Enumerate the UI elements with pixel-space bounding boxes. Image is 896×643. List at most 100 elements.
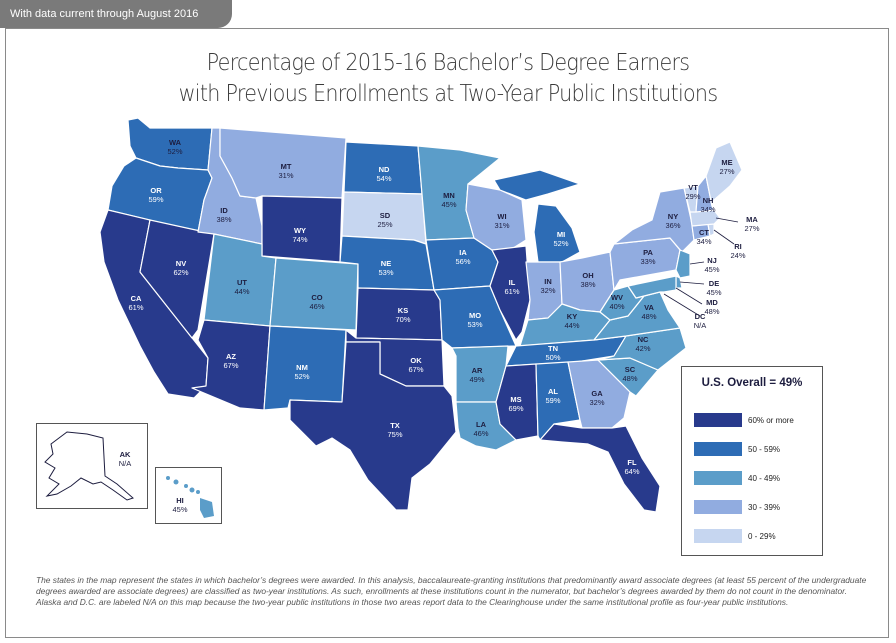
value-TN: 50% [545,353,560,362]
value-MT: 31% [278,171,293,180]
label-DC: DC [695,312,706,321]
hawaii-shape [166,476,214,518]
state-MT [219,127,347,199]
value-CT: 34% [696,237,711,246]
value-MD: 48% [704,307,719,316]
state-FL [539,423,661,513]
label-CT: CT [699,228,709,237]
label-NV: NV [176,259,186,268]
label-WV: WV [611,293,623,302]
value-MA: 27% [744,224,759,233]
label-PA: PA [643,248,653,257]
label-DE: DE [709,279,719,288]
label-ID: ID [220,206,228,215]
value-DC: N/A [694,321,707,330]
value-MI: 52% [553,239,568,248]
value-VA: 48% [641,312,656,321]
legend-item-30-39: 30 - 39% [694,500,780,514]
label-WI: WI [497,212,506,221]
label-SC: SC [625,365,636,374]
legend-label: 40 - 49% [748,473,781,483]
legend-label: 0 - 29% [748,531,776,541]
label-OH: OH [582,271,593,280]
state-MD [627,275,677,299]
label-ME: ME [721,158,732,167]
alaska-inset: AK N/A [36,423,148,509]
title-line-1: Percentage of 2015-16 Bachelor’s Degree … [206,50,690,76]
title-line-2: with Previous Enrollments at Two-Year Pu… [178,81,719,107]
value-WI: 31% [494,221,509,230]
legend-label: 50 - 59% [748,444,781,454]
label-MT: MT [281,162,292,171]
label-CA: CA [131,294,142,303]
value-IL: 61% [504,287,519,296]
value-NJ: 45% [704,265,719,274]
label-NJ: NJ [707,256,717,265]
label-MS: MS [510,395,521,404]
value-WA: 52% [167,147,182,156]
value-GA: 32% [589,398,604,407]
value-DE: 45% [706,288,721,297]
state-TX [289,341,457,511]
value-AR: 49% [469,375,484,384]
value-MO: 53% [467,320,482,329]
label-CO: CO [311,293,322,302]
value-WV: 40% [609,302,624,311]
label-MO: MO [469,311,481,320]
value-CO: 46% [309,302,324,311]
value-LA: 46% [473,429,488,438]
legend-swatch [694,529,742,543]
label-WA: WA [169,138,182,147]
legend-item-40-49: 40 - 49% [694,471,780,485]
value-HI: 45% [172,505,188,514]
value-CA: 61% [128,303,143,312]
legend-swatch [694,500,742,514]
legend-swatch [694,413,742,427]
label-IN: IN [544,277,552,286]
state-NJ [675,249,691,279]
value-AK: N/A [118,459,132,468]
legend-label: 60% or more [748,415,794,425]
label-MI: MI [557,230,565,239]
label-OR: OR [150,186,162,195]
value-AL: 59% [545,396,560,405]
label-MA: MA [746,215,758,224]
label-MN: MN [443,191,455,200]
value-OK: 67% [408,365,423,374]
value-ME: 27% [719,167,734,176]
label-KY: KY [567,312,577,321]
label-NM: NM [296,363,308,372]
value-PA: 33% [640,257,655,266]
state-MI-lower [533,203,581,263]
label-IA: IA [459,248,467,257]
value-NM: 52% [294,372,309,381]
value-NH: 34% [700,205,715,214]
state-MI [493,169,581,201]
value-KS: 70% [395,315,410,324]
label-OK: OK [410,356,422,365]
value-SC: 48% [622,374,637,383]
legend-item-50-59: 50 - 59% [694,442,780,456]
label-SD: SD [380,211,391,220]
map-title: Percentage of 2015-16 Bachelor’s Degree … [45,48,851,110]
label-AZ: AZ [226,352,236,361]
hawaii-inset: HI 45% [155,467,222,524]
value-UT: 44% [234,287,249,296]
legend-swatch [694,442,742,456]
state-labels: WA 52% OR 59% CA 61% NV 62% ID 38% MT 31… [128,138,759,476]
label-AK: AK [119,450,131,459]
label-LA: LA [476,420,487,429]
label-NY: NY [668,212,678,221]
value-IA: 56% [455,257,470,266]
label-NH: NH [703,196,714,205]
value-NV: 62% [173,268,188,277]
value-ND: 54% [376,174,391,183]
label-KS: KS [398,306,408,315]
value-NC: 42% [635,344,650,353]
label-AL: AL [548,387,558,396]
label-NE: NE [381,259,391,268]
alaska-shape [44,431,134,501]
label-VT: VT [688,183,698,192]
label-NC: NC [638,335,649,344]
